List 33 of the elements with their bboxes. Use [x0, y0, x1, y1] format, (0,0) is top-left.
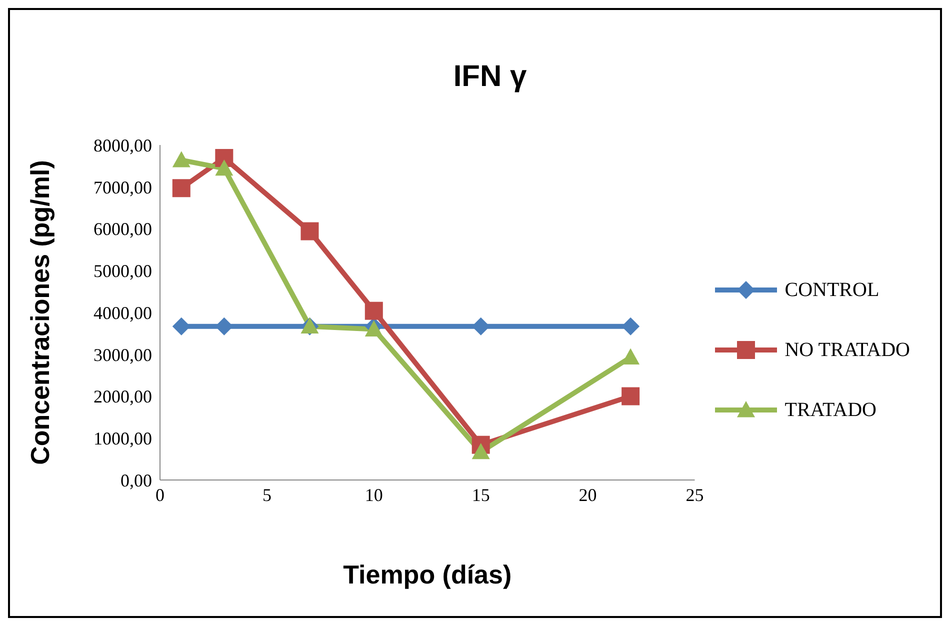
- point: [215, 148, 234, 167]
- x-tick-label: 25: [686, 484, 704, 505]
- point: [622, 387, 640, 406]
- point: [472, 442, 490, 460]
- point: [364, 302, 383, 320]
- y-tick-label: 8000,00: [94, 135, 152, 156]
- legend-label: NO TRATADO: [784, 338, 910, 362]
- y-tick-label: 0,00: [120, 470, 152, 490]
- point: [300, 222, 319, 240]
- y-tick-label: 3000,00: [94, 344, 152, 365]
- point: [622, 317, 640, 336]
- y-tick-label: 6000,00: [94, 219, 152, 240]
- y-tick-label: 4000,00: [94, 302, 152, 323]
- point: [622, 348, 640, 365]
- legend-label: TRATADO: [784, 398, 876, 422]
- y-tick-label: 5000,00: [94, 261, 152, 282]
- x-tick-label: 5: [262, 484, 272, 505]
- point: [215, 159, 234, 176]
- point: [364, 320, 383, 336]
- point: [172, 179, 190, 198]
- y-axis-title: Concentraciones (pg/ml): [25, 160, 56, 465]
- legend-label: CONTROL: [784, 278, 880, 302]
- y-tick-label: 2000,00: [94, 386, 152, 407]
- x-tick-label: 20: [578, 484, 597, 505]
- x-tick-label: 10: [364, 484, 383, 505]
- x-axis-title: Tiempo (días): [343, 559, 512, 590]
- x-tick-label: 15: [472, 484, 490, 505]
- x-tick-label: 0: [156, 484, 164, 505]
- point: [172, 317, 190, 336]
- y-tick-label: 7000,00: [94, 177, 152, 198]
- chart-title: IFN γ: [452, 60, 528, 94]
- y-tick-label: 1000,00: [94, 428, 152, 449]
- point: [172, 151, 190, 168]
